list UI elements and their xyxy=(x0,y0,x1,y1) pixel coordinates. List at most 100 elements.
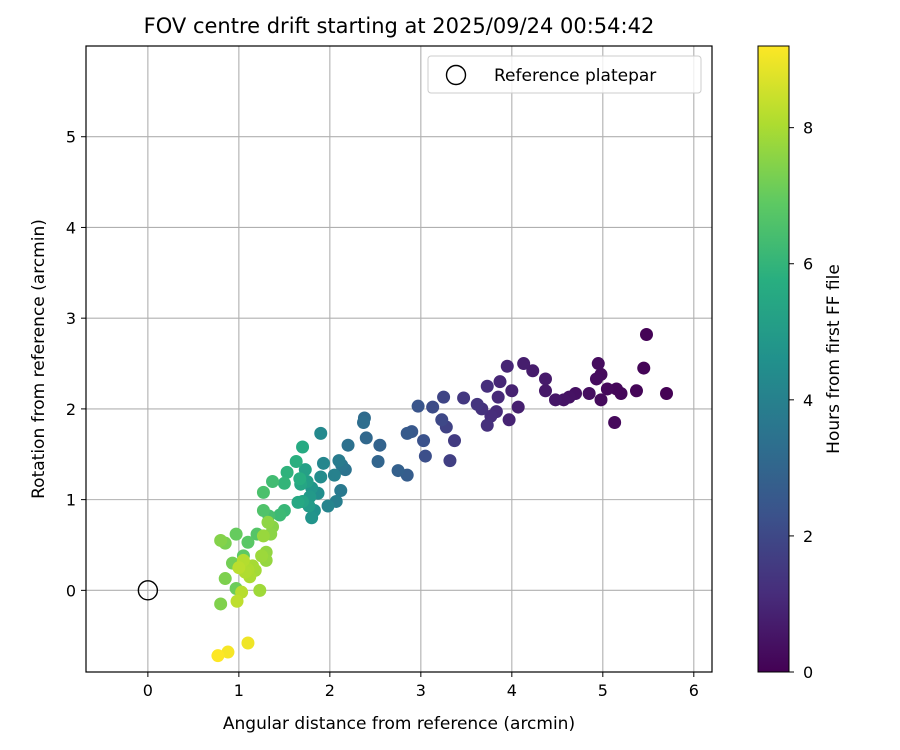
y-tick-label: 0 xyxy=(66,581,76,600)
data-point xyxy=(639,328,653,342)
data-point xyxy=(266,474,280,488)
data-point xyxy=(629,384,643,398)
data-point xyxy=(637,361,651,375)
y-tick-label: 2 xyxy=(66,400,76,419)
data-point xyxy=(517,357,531,371)
x-tick-label: 3 xyxy=(416,681,426,700)
legend-label: Reference platepar xyxy=(494,66,656,86)
data-point xyxy=(241,535,255,549)
data-point xyxy=(437,390,451,404)
colorbar-tick-label: 8 xyxy=(803,119,813,138)
data-point xyxy=(448,434,462,448)
data-point xyxy=(660,386,674,400)
x-tick-label: 6 xyxy=(689,681,699,700)
data-point xyxy=(221,645,235,659)
x-tick-label: 1 xyxy=(234,681,244,700)
data-point xyxy=(232,561,246,575)
colorbar-bar xyxy=(757,45,790,673)
data-point xyxy=(241,636,255,650)
colorbar-tick-label: 2 xyxy=(803,527,813,546)
x-axis-label: Angular distance from reference (arcmin) xyxy=(223,714,575,734)
data-point xyxy=(526,364,540,378)
grid xyxy=(86,46,712,672)
data-point xyxy=(293,472,307,486)
data-point xyxy=(480,379,494,393)
colorbar-tick-label: 6 xyxy=(803,255,813,274)
data-point xyxy=(214,533,228,547)
colorbar-label: Hours from first FF file xyxy=(824,264,844,454)
data-point xyxy=(256,485,270,499)
y-tick-label: 1 xyxy=(66,491,76,510)
data-point xyxy=(332,454,346,468)
data-point xyxy=(371,455,385,469)
data-point xyxy=(600,382,614,396)
data-point xyxy=(359,431,373,445)
x-tick-label: 4 xyxy=(507,681,517,700)
data-point xyxy=(273,508,287,522)
data-point xyxy=(400,426,414,440)
data-point xyxy=(443,454,457,468)
data-point xyxy=(608,416,622,430)
x-tick-label: 5 xyxy=(598,681,608,700)
data-point xyxy=(505,384,519,398)
data-point xyxy=(435,413,449,427)
data-point xyxy=(341,438,355,452)
y-tick-label: 4 xyxy=(66,218,76,237)
data-point xyxy=(411,399,425,413)
data-point xyxy=(538,372,552,386)
data-point xyxy=(321,499,335,513)
chart-title: FOV centre drift starting at 2025/09/24 … xyxy=(144,14,655,38)
plot-frame xyxy=(85,45,713,673)
data-point xyxy=(255,549,269,563)
data-point xyxy=(457,391,471,405)
data-point xyxy=(418,449,432,463)
data-point xyxy=(417,434,431,448)
colorbar-tick-label: 0 xyxy=(803,663,813,682)
data-point xyxy=(327,468,341,482)
data-point xyxy=(426,400,440,414)
data-point xyxy=(230,594,244,608)
x-axis-ticks: 0 1 2 3 4 5 6 xyxy=(143,672,699,700)
data-point xyxy=(589,372,603,386)
legend: Reference platepar xyxy=(427,55,702,94)
data-point xyxy=(334,484,348,498)
data-point xyxy=(218,572,232,586)
data-point xyxy=(314,470,328,484)
data-point xyxy=(296,440,310,454)
data-point xyxy=(305,511,319,525)
data-point xyxy=(316,456,330,470)
data-point xyxy=(277,476,291,490)
data-point xyxy=(594,393,608,407)
data-point xyxy=(289,455,303,469)
data-point xyxy=(511,400,525,414)
data-point xyxy=(591,357,605,371)
data-point xyxy=(211,649,225,663)
y-axis-label: Rotation from reference (arcmin) xyxy=(29,219,49,499)
data-point xyxy=(480,418,494,432)
data-point xyxy=(256,504,270,518)
data-point xyxy=(229,527,243,541)
colorbar-ticks: 0 2 4 6 8 xyxy=(789,119,813,682)
data-point xyxy=(493,375,507,389)
data-point xyxy=(491,390,505,404)
data-point xyxy=(357,416,371,430)
data-point xyxy=(502,413,516,427)
data-point xyxy=(538,384,552,398)
y-axis-ticks: 0 1 2 3 4 5 xyxy=(66,128,86,600)
data-point xyxy=(256,529,270,543)
scatter-points xyxy=(211,328,674,663)
colorbar-tick-label: 4 xyxy=(803,391,813,410)
x-tick-label: 2 xyxy=(325,681,335,700)
data-point xyxy=(470,397,484,411)
data-point xyxy=(314,426,328,440)
data-point xyxy=(261,515,275,529)
colorbar: 0 2 4 6 8 Hours from first FF file xyxy=(757,45,844,682)
data-point xyxy=(500,359,514,373)
data-point xyxy=(609,382,623,396)
data-point xyxy=(391,464,405,478)
legend-box xyxy=(427,55,702,94)
data-point xyxy=(549,393,562,407)
y-tick-label: 3 xyxy=(66,309,76,328)
data-point xyxy=(214,597,228,611)
